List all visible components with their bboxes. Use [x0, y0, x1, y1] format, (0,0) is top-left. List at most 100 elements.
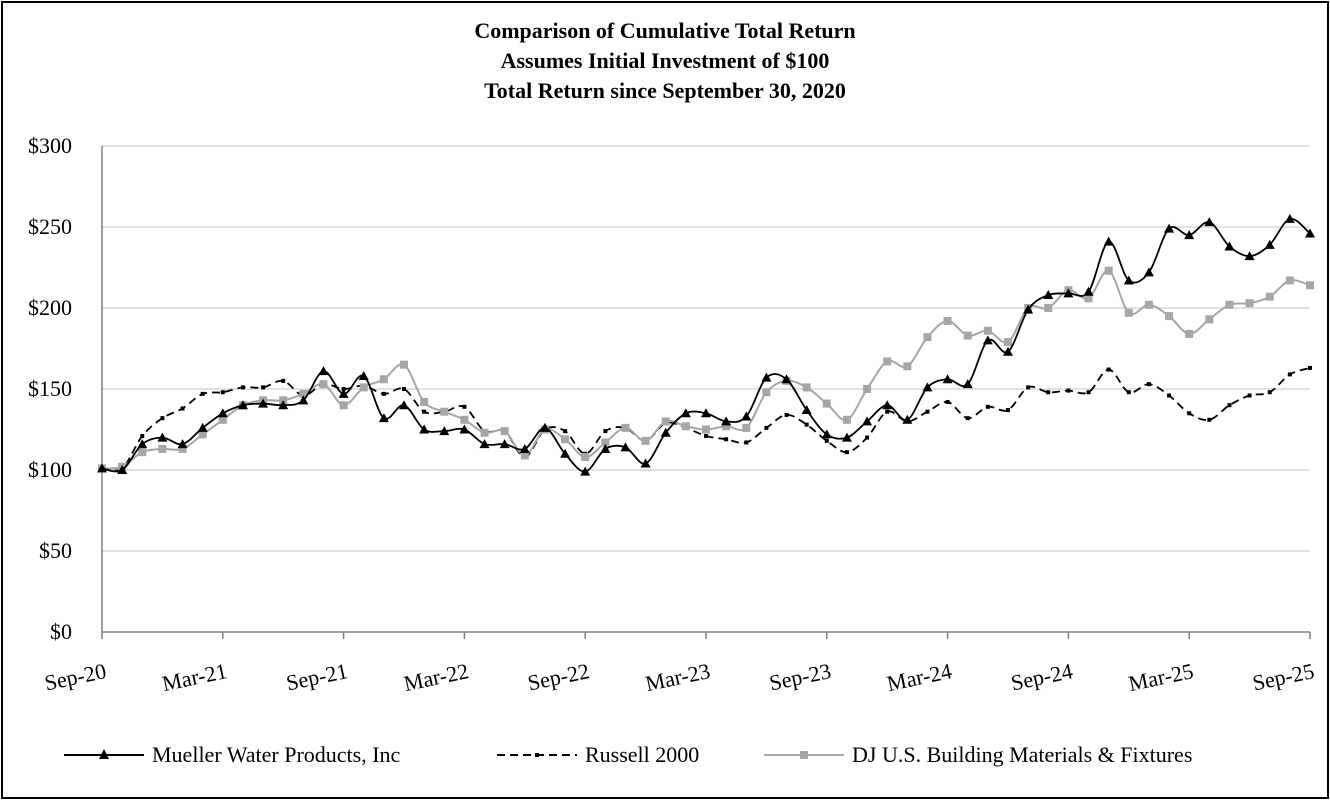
point-djusbm-18: [460, 415, 469, 424]
x-tick-label-10: Sep-25: [1250, 658, 1316, 695]
point-mueller-26: [620, 442, 631, 452]
point-djusbm-41: [923, 333, 932, 342]
series-russell: [100, 365, 1312, 472]
point-djusbm-53: [1165, 312, 1174, 321]
chart-title: Comparison of Cumulative Total Return: [474, 18, 856, 43]
point-djusbm-56: [1225, 300, 1234, 309]
point-mueller-40: [902, 414, 913, 424]
point-mueller-0: [97, 463, 107, 473]
point-mueller-6: [217, 408, 228, 418]
point-djusbm-43: [963, 331, 972, 340]
point-russell-47: [1046, 390, 1051, 395]
point-mueller-45: [1003, 346, 1013, 356]
point-djusbm-10: [299, 389, 308, 398]
point-mueller-48: [1063, 288, 1074, 298]
point-russell-15: [402, 387, 406, 391]
point-djusbm-5: [198, 430, 207, 439]
point-mueller-53: [1164, 223, 1175, 233]
point-mueller-30: [701, 408, 711, 418]
point-mueller-5: [197, 422, 208, 432]
point-djusbm-32: [742, 423, 751, 432]
point-russell-45: [1006, 408, 1010, 413]
point-mueller-47: [1043, 290, 1054, 300]
x-tick-label-7: Mar-24: [885, 658, 954, 696]
point-djusbm-11: [319, 380, 328, 389]
point-djusbm-35: [802, 383, 811, 392]
point-djusbm-17: [440, 407, 449, 416]
point-mueller-12: [338, 388, 349, 398]
point-mueller-25: [600, 443, 611, 453]
point-russell-36: [824, 438, 829, 443]
point-djusbm-40: [903, 362, 912, 371]
chart-subtitle-2: Total Return since September 30, 2020: [484, 78, 846, 103]
x-tick-label-9: Mar-25: [1126, 658, 1195, 696]
point-mueller-50: [1103, 236, 1114, 246]
series-mueller: [97, 213, 1315, 476]
point-russell-38: [865, 435, 870, 440]
point-russell-2: [140, 433, 145, 438]
point-mueller-44: [982, 335, 993, 345]
point-mueller-57: [1244, 251, 1255, 261]
point-russell-58: [1267, 390, 1272, 395]
gridlines: [102, 145, 1310, 552]
point-mueller-54: [1184, 230, 1195, 240]
point-djusbm-57: [1245, 299, 1254, 308]
point-mueller-49: [1083, 286, 1094, 296]
legend-item-djusbm: DJ U.S. Building Materials & Fixtures: [764, 738, 1192, 772]
point-mueller-23: [560, 448, 571, 458]
x-tick-label-6: Sep-23: [767, 658, 833, 695]
point-mueller-43: [962, 379, 973, 389]
point-djusbm-27: [641, 436, 650, 445]
point-djusbm-4: [178, 444, 187, 453]
y-tick-label-250: $250: [28, 214, 72, 239]
point-djusbm-30: [702, 425, 710, 434]
y-tick-label-0: $0: [50, 619, 72, 644]
point-russell-49: [1086, 390, 1091, 395]
legend-label-mueller: Mueller Water Products, Inc: [152, 742, 401, 767]
point-russell-4: [180, 406, 185, 411]
point-djusbm-23: [561, 435, 570, 444]
point-mueller-8: [258, 398, 269, 408]
point-mueller-15: [399, 400, 409, 410]
point-djusbm-13: [359, 383, 368, 392]
series-djusbm: [98, 266, 1314, 473]
point-russell-52: [1146, 382, 1151, 387]
point-russell-33: [764, 425, 769, 430]
chart-subtitle-1: Assumes Initial Investment of $100: [500, 48, 830, 73]
point-mueller-28: [660, 427, 671, 437]
point-mueller-9: [278, 400, 289, 410]
legend-item-mueller: Mueller Water Products, Inc: [64, 738, 400, 772]
point-djusbm-50: [1104, 266, 1113, 275]
point-mueller-33: [761, 372, 772, 382]
point-russell-56: [1227, 403, 1232, 408]
point-russell-51: [1126, 390, 1131, 395]
point-djusbm-25: [601, 438, 610, 447]
point-mueller-18: [459, 424, 470, 434]
point-russell-35: [804, 422, 809, 427]
point-mueller-42: [942, 374, 953, 384]
point-russell-39: [885, 409, 890, 414]
axes: [101, 146, 1311, 639]
legend-item-russell: Russell 2000: [497, 738, 699, 772]
point-djusbm-45: [1004, 338, 1012, 347]
point-mueller-13: [358, 371, 369, 381]
point-russell-43: [965, 416, 970, 421]
point-russell-37: [844, 450, 849, 455]
point-djusbm-60: [1306, 281, 1314, 290]
point-mueller-36: [821, 429, 832, 439]
point-russell-3: [160, 416, 165, 421]
point-djusbm-29: [681, 422, 690, 431]
point-djusbm-20: [500, 427, 509, 436]
point-mueller-51: [1123, 275, 1134, 285]
point-russell-25: [603, 429, 608, 434]
x-tick-label-8: Sep-24: [1009, 658, 1075, 695]
point-mueller-58: [1264, 239, 1275, 249]
point-mueller-22: [539, 422, 550, 432]
point-russell-46: [1026, 385, 1031, 390]
point-djusbm-26: [621, 423, 630, 432]
point-russell-53: [1167, 393, 1172, 398]
point-russell-50: [1106, 367, 1111, 372]
point-djusbm-42: [943, 316, 952, 325]
point-djusbm-12: [339, 401, 348, 410]
